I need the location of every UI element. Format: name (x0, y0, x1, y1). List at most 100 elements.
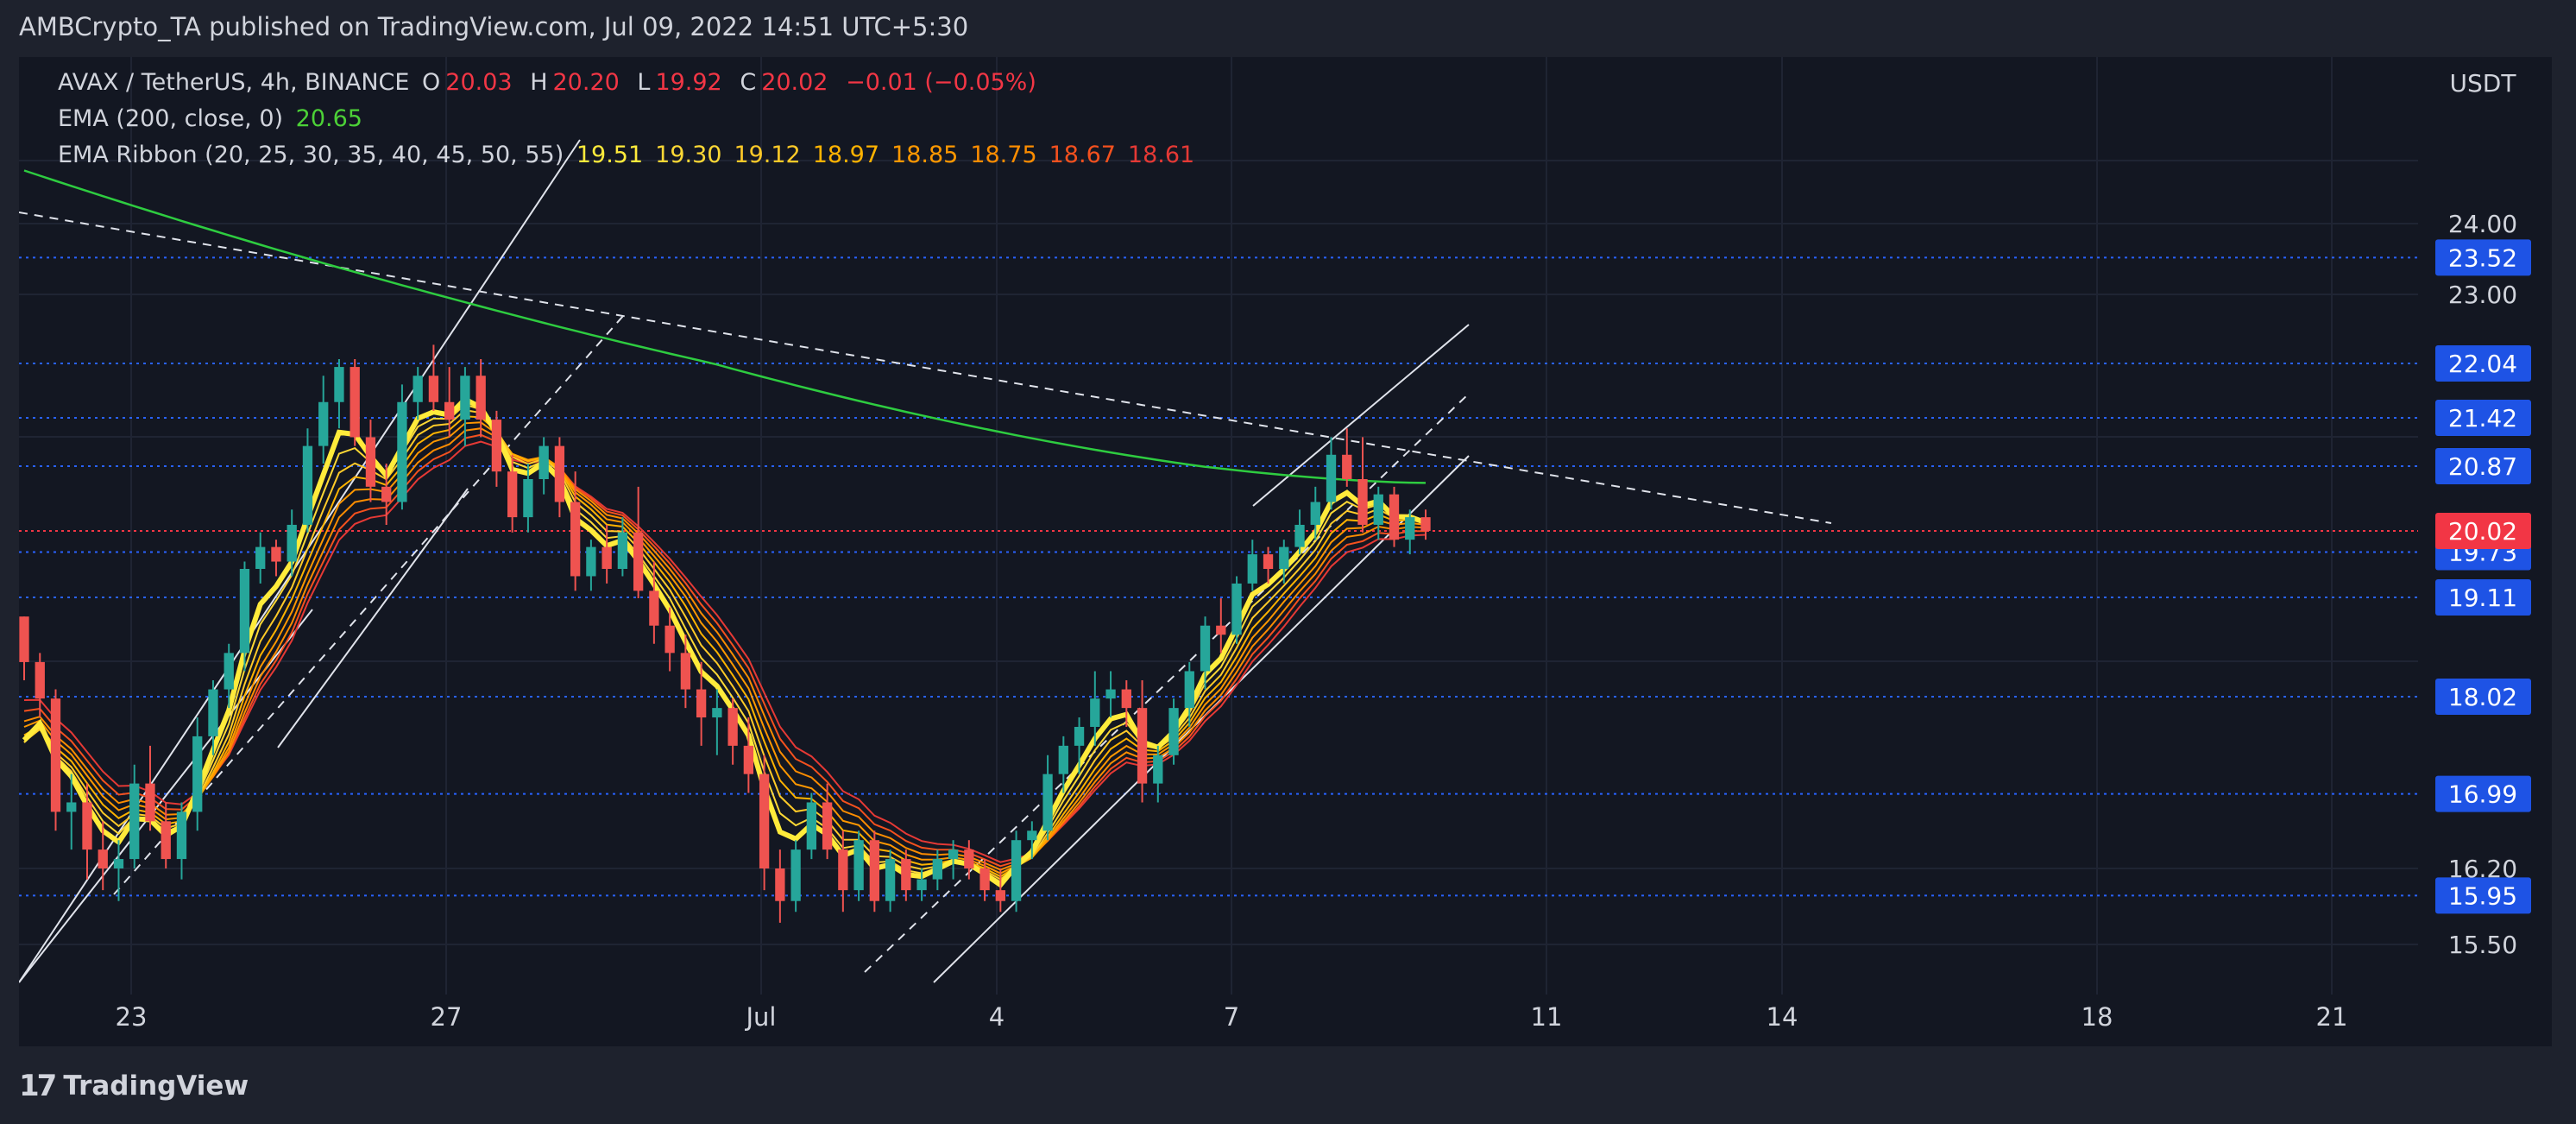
candle-body (192, 736, 203, 812)
candle-body (1058, 745, 1068, 774)
x-tick-label: 7 (1224, 1002, 1239, 1032)
candle-body (1279, 546, 1289, 569)
publisher-header: AMBCrypto_TA published on TradingView.co… (19, 12, 969, 41)
level-price-label[interactable]: 16.99 (2435, 775, 2531, 812)
candle-body (66, 802, 77, 812)
candle-body (1168, 708, 1179, 755)
candle-body (664, 625, 675, 654)
x-tick-label: 14 (1767, 1002, 1798, 1032)
candle-body (224, 653, 234, 690)
symbol-legend[interactable]: AVAX / TetherUS, 4h, BINANCE O 20.03 H 20.… (58, 69, 1042, 96)
y-tick-label: 24.00 (2448, 210, 2517, 238)
candle-body (1231, 583, 1242, 635)
candle-body (869, 840, 880, 901)
ribbon-value: 18.97 (812, 142, 880, 168)
candle-body (838, 849, 848, 891)
candle-body (617, 532, 628, 569)
candle-body (1216, 625, 1226, 635)
candle-body (1090, 698, 1100, 727)
candle-body (554, 445, 565, 502)
candle-body (287, 524, 297, 562)
candle-body (523, 479, 533, 518)
ema-label: EMA (200, close, 0) (58, 105, 284, 132)
candle-body (476, 376, 486, 420)
tradingview-logo[interactable]: 17 TradingView (19, 1069, 249, 1103)
trendline (19, 212, 1832, 524)
trendline (1252, 324, 1470, 507)
candle-body (1200, 625, 1211, 672)
ribbon-value: 19.30 (655, 142, 722, 168)
candle-body (444, 401, 455, 420)
level-price-label[interactable]: 21.42 (2435, 400, 2531, 437)
ribbon-legend[interactable]: EMA Ribbon (20, 25, 30, 35, 40, 45, 50, … (58, 142, 1212, 168)
candle-body (1326, 454, 1337, 502)
y-tick-label: 23.00 (2448, 281, 2517, 309)
candle-body (1184, 671, 1194, 709)
trendline (864, 393, 1470, 973)
current-price-label[interactable]: 20.02 (2435, 513, 2531, 549)
candle-body (82, 802, 92, 850)
low-value: 19.92 (655, 69, 722, 96)
level-price-text: 18.02 (2448, 683, 2517, 711)
candle-body (491, 420, 502, 472)
candle-body (365, 437, 376, 487)
candle-body (271, 546, 281, 562)
level-price-label[interactable]: 20.87 (2435, 448, 2531, 484)
candle-body (633, 532, 644, 591)
x-tick-label: 21 (2316, 1002, 2348, 1032)
level-price-text: 23.52 (2448, 243, 2517, 272)
candle-body (1373, 494, 1383, 525)
level-price-label[interactable]: 15.95 (2435, 877, 2531, 914)
grid-lines (19, 57, 2418, 995)
candle-body (1137, 708, 1148, 784)
x-tick-label: 11 (1531, 1002, 1563, 1032)
candle-body (1263, 554, 1274, 569)
ema-legend[interactable]: EMA (200, close, 0) 20.65 (58, 105, 368, 132)
candle-body (680, 653, 691, 690)
tradingview-logo-icon: 17 (19, 1069, 57, 1103)
x-tick-label: 27 (431, 1002, 463, 1032)
candle-body (853, 840, 864, 891)
candle-body (397, 401, 407, 502)
candle-body (727, 708, 738, 746)
trendline (277, 488, 469, 748)
candle-body (822, 802, 833, 850)
level-price-label[interactable]: 19.11 (2435, 579, 2531, 616)
level-price-label[interactable]: 18.02 (2435, 679, 2531, 715)
x-tick-label: Jul (745, 1002, 777, 1032)
level-price-label-bg (2435, 400, 2531, 437)
candle-body (586, 546, 596, 577)
candle-body (428, 376, 439, 402)
level-price-text: 16.99 (2448, 780, 2517, 809)
level-price-label[interactable]: 23.52 (2435, 239, 2531, 276)
level-price-text: 15.95 (2448, 881, 2517, 910)
ema-value: 20.65 (295, 105, 362, 132)
candle-body (1310, 502, 1320, 525)
candle-body (334, 367, 344, 402)
level-price-label-bg (2435, 877, 2531, 914)
time-axis: 23 27 Jul 4 7 11 14 18 21 (116, 1002, 2348, 1032)
candle-body (98, 849, 108, 868)
candle-body (1105, 689, 1116, 699)
candle-body (239, 569, 250, 654)
current-price-text: 20.02 (2448, 517, 2517, 546)
candle-body (696, 689, 707, 718)
level-price-label[interactable]: 22.04 (2435, 345, 2531, 382)
candle-body (19, 616, 29, 662)
current-price-label-bg (2435, 513, 2531, 549)
candle-body (790, 849, 801, 901)
level-price-label-bg (2435, 239, 2531, 276)
y-tick-label: 16.20 (2448, 855, 2517, 883)
price-chart[interactable]: 23.5222.0421.4220.8719.7319.1118.0216.99… (19, 57, 2552, 1046)
level-price-label-bg (2435, 579, 2531, 616)
candle-body (932, 859, 942, 880)
candle-body (208, 689, 218, 736)
ribbon-value: 18.61 (1127, 142, 1195, 168)
candle-body (979, 868, 990, 891)
ribbon-value: 18.67 (1049, 142, 1116, 168)
candle-body (413, 376, 423, 402)
level-price-text: 20.87 (2448, 452, 2517, 481)
chart-area[interactable]: 23.52 22.04 21.42 20.87 19.73 19.11 18.02 16.99… (19, 57, 2552, 1046)
candle-body (1420, 517, 1431, 531)
level-price-label-bg (2435, 679, 2531, 715)
